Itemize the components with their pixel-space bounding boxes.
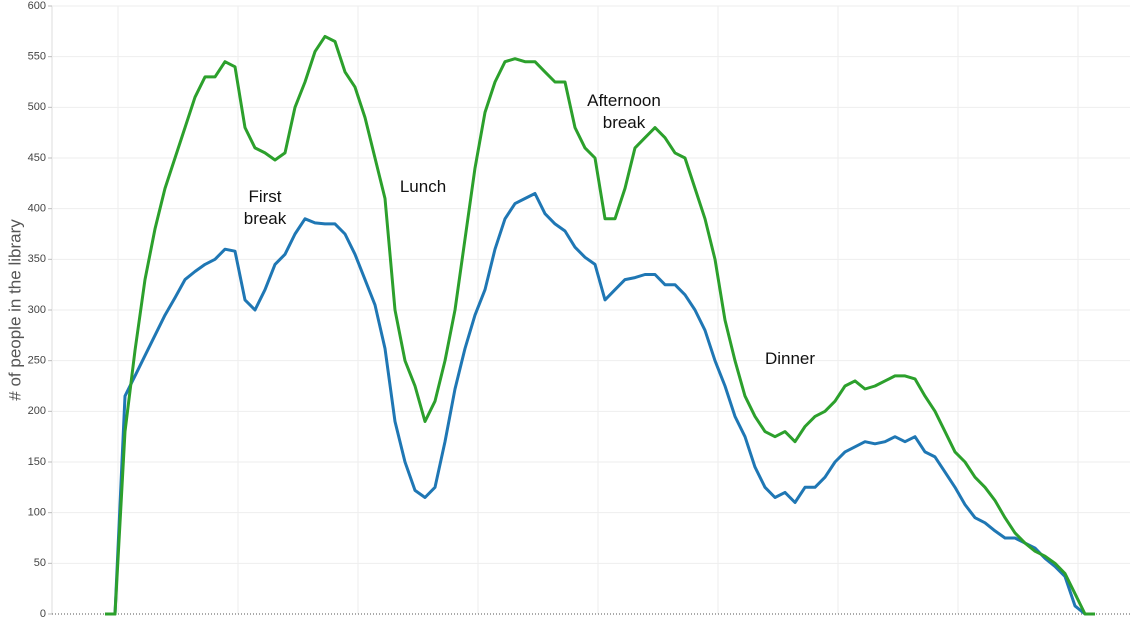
y-tick-label: 100: [28, 507, 46, 519]
y-tick-label: 150: [28, 456, 46, 468]
annotation: Lunch: [399, 177, 447, 196]
y-tick-label: 200: [28, 405, 46, 417]
annotation: Dinner: [764, 349, 816, 368]
y-tick-label: 50: [34, 557, 46, 569]
y-tick-label: 450: [28, 152, 46, 164]
y-tick-label: 550: [28, 51, 46, 63]
y-tick-label: 600: [28, 0, 46, 12]
data-line: [105, 192, 1095, 616]
y-tick-label: 500: [28, 101, 46, 113]
y-axis-label: # of people in the library: [5, 219, 24, 401]
y-tick-label: 350: [28, 253, 46, 265]
y-tick-label: 0: [40, 608, 46, 620]
y-tick-label: 300: [28, 304, 46, 316]
annotation: Afternoon break: [587, 91, 661, 132]
y-tick-label: 400: [28, 203, 46, 215]
data-line: [105, 34, 1095, 616]
y-tick-label: 250: [28, 355, 46, 367]
annotation: First break: [243, 187, 287, 228]
